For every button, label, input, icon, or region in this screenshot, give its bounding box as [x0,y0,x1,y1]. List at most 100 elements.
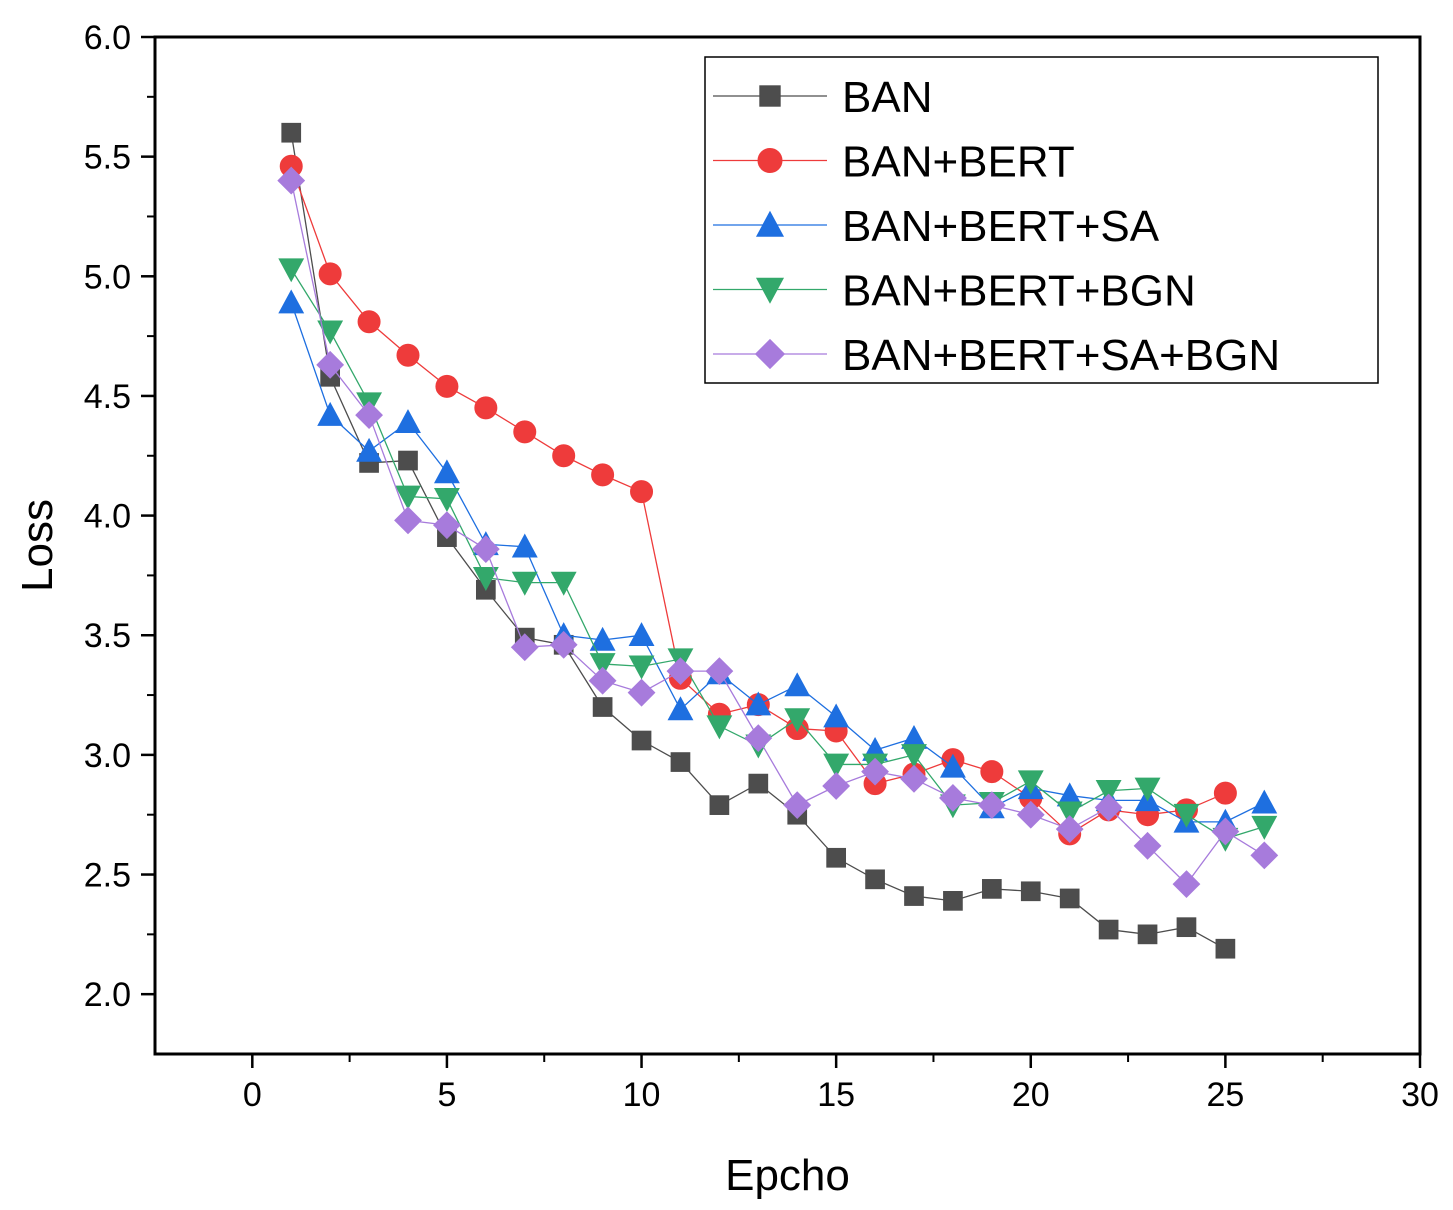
data-point [278,258,305,283]
data-point [511,571,538,596]
data-point [706,715,733,740]
data-point [1017,770,1044,795]
data-point [435,374,459,398]
data-point [823,703,850,728]
data-point [744,724,773,753]
data-point [822,772,851,800]
data-point [317,320,344,345]
data-point [748,773,769,794]
data-point [278,289,305,314]
data-point [433,511,461,540]
data-point [943,891,963,911]
data-point [784,672,811,697]
data-point [1172,870,1201,899]
data-point [861,757,889,786]
x-tick-label: 25 [1206,1076,1244,1114]
data-point [316,350,345,379]
data-point [355,401,383,429]
data-point [705,657,734,686]
data-point [317,401,344,426]
legend-marker [755,210,785,237]
y-tick-label: 3.5 [84,617,131,655]
data-point [1213,781,1237,805]
series-layer [277,122,1279,959]
data-point [1094,793,1123,822]
data-point [474,396,498,420]
data-point [1215,938,1236,959]
axes-layer: 0 5 10 15 20 25 30 2.0 2.5 3.0 3.5 4.0 4.5 5.0 5.5 6.0 [84,19,1439,1114]
data-point [318,262,342,286]
data-point [588,666,617,695]
data-point [510,633,539,662]
legend-label: BAN [842,73,932,122]
data-point [472,567,499,591]
y-tick-label: 6.0 [84,19,131,57]
data-point [939,753,966,778]
legend-label: BAN+BERT [842,138,1075,187]
data-point [670,752,691,772]
legend-label: BAN+BERT+SA+BGN [842,331,1280,380]
data-point [1020,881,1041,902]
y-axis-title: Loss [13,499,62,592]
legend-marker [759,85,781,107]
data-point [592,697,613,717]
y-tick-label: 4.5 [84,378,131,416]
data-point [628,655,655,680]
y-tick-label: 5.5 [84,139,131,177]
data-point [981,879,1002,899]
data-point [627,678,656,707]
data-point [549,630,578,659]
data-point [511,533,538,558]
data-point [1251,815,1278,840]
plot-frame [153,35,1422,1056]
data-point [1055,815,1084,843]
legend-marker [755,277,785,304]
data-point [1059,888,1080,909]
x-tick-label: 10 [623,1076,661,1114]
data-point [589,626,616,651]
data-point [1098,919,1119,940]
data-point [552,444,576,468]
data-point [784,708,811,733]
data-point [398,450,418,471]
data-point [395,409,421,434]
data-point [865,869,885,890]
data-point [396,343,420,367]
data-point [783,791,812,820]
x-tick-label: 5 [437,1076,456,1114]
data-point [513,420,537,444]
data-point [980,760,1004,784]
data-point [357,310,381,334]
series-ban [281,122,1236,959]
data-point [631,730,652,751]
y-tick-label: 2.5 [84,857,131,895]
data-point [1173,803,1200,828]
data-point [901,744,927,769]
x-tick-label: 15 [817,1076,855,1114]
data-point [471,535,500,563]
data-point [433,488,460,512]
data-point [1016,800,1045,829]
data-point [904,886,924,906]
data-point [1176,917,1197,938]
x-tick-label: 20 [1012,1076,1050,1114]
data-point [667,696,694,721]
data-point [939,784,967,812]
legend-box [704,56,1379,384]
data-point [1056,801,1083,826]
data-point [1133,831,1162,860]
data-point [900,764,928,793]
data-point [281,122,302,143]
data-point [394,506,422,535]
data-point [277,166,306,195]
data-point [1137,924,1158,945]
data-point [1250,841,1279,870]
data-point [1211,817,1240,846]
legend-label: BAN+BERT+SA [842,202,1160,251]
y-tick-label: 4.0 [84,498,131,536]
x-axis-title: Epcho [725,1151,850,1200]
legend: BAN BAN+BERT BAN+BERT+SA BAN+BERT+BGN BAN+BE… [704,56,1379,384]
legend-label: BAN+BERT+BGN [842,267,1196,316]
data-point [628,622,655,647]
